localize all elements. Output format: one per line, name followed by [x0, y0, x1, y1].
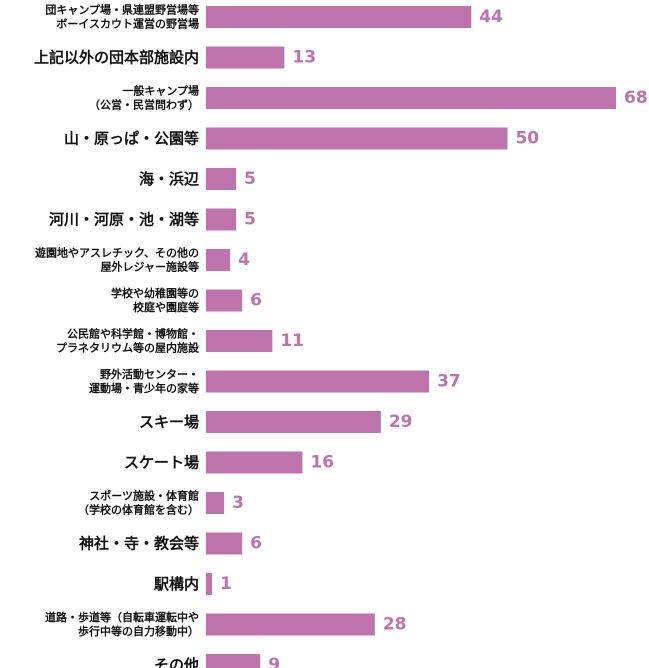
bar: [206, 208, 237, 231]
bar: [206, 330, 273, 352]
category-label: スケート場: [124, 454, 199, 472]
value-label: 29: [389, 412, 413, 432]
bar: [206, 613, 375, 636]
value-label: 11: [280, 331, 304, 351]
category-label: 山・原っぱ・公園等: [64, 130, 199, 148]
bar: [206, 370, 430, 393]
category-label: 神社・寺・教会等: [79, 535, 199, 553]
category-label: 一般キャンプ場: [122, 84, 199, 98]
category-label: プラネタリウム等の屋内施設: [56, 341, 200, 355]
value-label: 1: [220, 574, 232, 594]
value-label: 44: [479, 7, 503, 27]
value-label: 3: [232, 493, 244, 513]
bar: [206, 46, 285, 69]
value-label: 16: [310, 453, 334, 473]
category-label: 駅構内: [153, 575, 199, 593]
category-label: 運動場・青少年の家等: [89, 381, 199, 395]
value-label: 37: [437, 372, 461, 392]
bar: [206, 451, 303, 474]
bar: [206, 249, 231, 271]
value-label: 6: [250, 291, 262, 311]
value-label: 5: [244, 210, 256, 230]
value-label: 9: [268, 655, 280, 668]
category-label: 道路・歩道等（自転車運転中や: [45, 610, 199, 624]
value-label: 28: [383, 615, 407, 635]
bar: [206, 532, 243, 555]
value-label: 5: [244, 169, 256, 189]
category-label: （学校の体育館を含む）: [78, 503, 199, 517]
category-label: 野外活動センター・: [100, 367, 199, 381]
bar: [206, 127, 508, 150]
category-label: 公民館や科学館・博物館・: [67, 327, 199, 341]
category-label: スポーツ施設・体育館: [89, 489, 199, 503]
bar: [206, 411, 381, 433]
bar: [206, 87, 616, 109]
category-label: 遊園地やアスレチック、その他の: [35, 246, 199, 260]
category-label: スキー場: [139, 413, 199, 431]
category-label: ボーイスカウト運営の野営場: [56, 17, 199, 31]
value-label: 13: [292, 48, 316, 68]
category-label: 屋外レジャー施設等: [101, 260, 199, 274]
category-label: 学校や幼稚園等の: [111, 286, 199, 300]
bar: [206, 573, 213, 595]
bar: [206, 289, 243, 312]
value-label: 68: [624, 88, 648, 108]
bar: [206, 168, 237, 190]
value-label: 50: [515, 129, 539, 149]
category-label: 歩行中等の自力移動中）: [78, 624, 199, 638]
bar: [206, 654, 261, 668]
category-label: 団キャンプ場・県連盟野営場等: [45, 3, 199, 17]
value-label: 6: [250, 534, 262, 554]
category-label: 海・浜辺: [139, 170, 200, 188]
category-label: 上記以外の団本部施設内: [34, 49, 199, 67]
bar: [206, 492, 225, 514]
category-label: （公営・民営問わず）: [89, 98, 199, 112]
bar: [206, 6, 472, 28]
category-label: 校庭や園庭等: [133, 300, 199, 314]
category-label: 河川・河原・池・湖等: [49, 211, 199, 229]
category-label: その他: [154, 656, 199, 668]
value-label: 4: [238, 250, 250, 270]
